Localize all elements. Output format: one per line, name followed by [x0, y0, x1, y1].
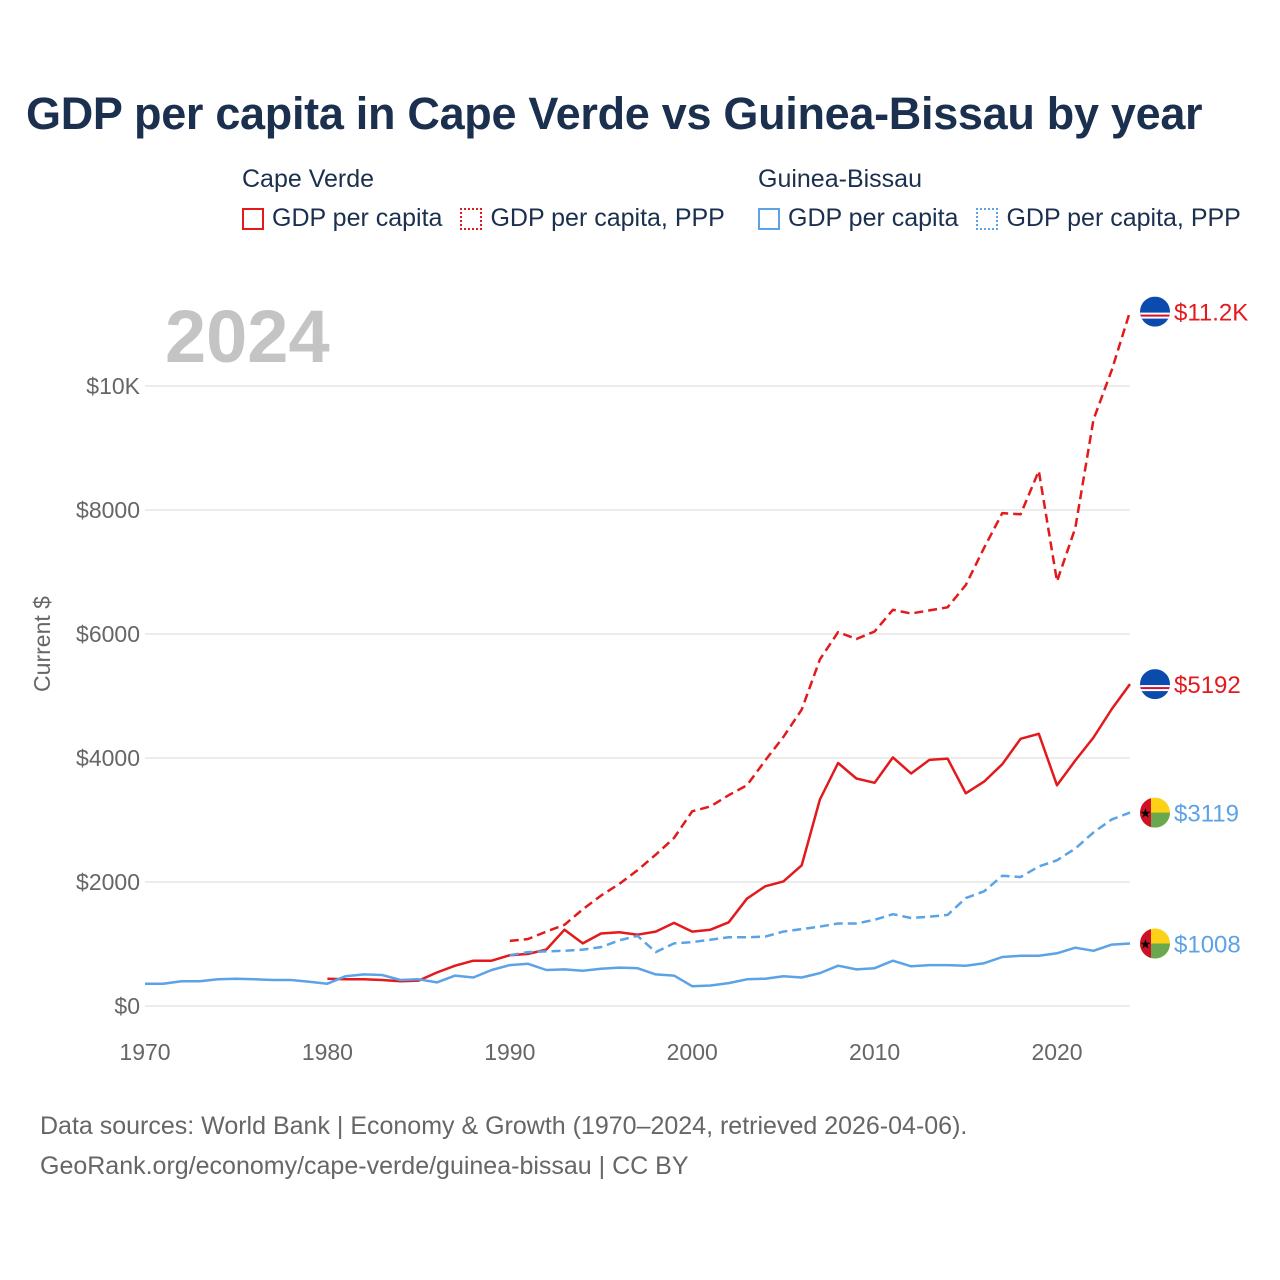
- y-tick-label: $8000: [76, 497, 140, 523]
- legend-swatch-solid-icon: [242, 207, 264, 230]
- y-tick-label: $2000: [76, 869, 140, 895]
- year-overlay: 2024: [165, 295, 330, 378]
- legend-label: GDP per capita, PPP: [490, 204, 725, 232]
- svg-text:★: ★: [1140, 806, 1152, 821]
- legend-group-guinea-bissau: Guinea-Bissau GDP per capita GDP per cap…: [758, 162, 1259, 233]
- end-label: $1008: [1174, 932, 1241, 959]
- legend-group-cape-verde: Cape Verde GDP per capita GDP per capita…: [242, 162, 743, 233]
- legend-group-name: Guinea-Bissau: [758, 165, 922, 193]
- series-line-3: [509, 811, 1131, 957]
- legend-item-cv-ppp[interactable]: GDP per capita, PPP: [460, 204, 725, 233]
- footer-link[interactable]: GeoRank.org/economy/cape-verde/guinea-bi…: [40, 1152, 689, 1180]
- y-tick-label: $10K: [86, 373, 140, 399]
- y-axis-label: Current $: [29, 596, 55, 692]
- y-tick-label: $0: [114, 993, 140, 1019]
- x-tick-label: 1990: [484, 1039, 535, 1065]
- guinea-bissau-flag-icon: ★: [1140, 928, 1170, 959]
- series-line-0: [327, 683, 1132, 983]
- legend-label: GDP per capita: [272, 204, 443, 232]
- legend-item-cv-gdp[interactable]: GDP per capita: [242, 204, 442, 233]
- chart-title: GDP per capita in Cape Verde vs Guinea-B…: [26, 88, 1203, 139]
- legend-swatch-dotted-icon: [976, 207, 999, 230]
- guinea-bissau-flag-icon: ★: [1140, 797, 1170, 828]
- x-tick-label: 2010: [849, 1039, 900, 1065]
- legend-item-gb-ppp[interactable]: GDP per capita, PPP: [976, 204, 1241, 233]
- cape-verde-flag-icon: [1140, 669, 1170, 700]
- x-tick-label: 1970: [119, 1039, 170, 1065]
- legend-label: GDP per capita, PPP: [1006, 204, 1241, 232]
- footer: Data sources: World Bank | Economy & Gro…: [40, 1106, 967, 1186]
- x-tick-label: 2020: [1031, 1039, 1082, 1065]
- end-label: $3119: [1174, 801, 1239, 828]
- legend-swatch-solid-icon: [758, 207, 780, 230]
- legend-item-gb-gdp[interactable]: GDP per capita: [758, 204, 958, 233]
- cape-verde-flag-icon: [1140, 296, 1170, 327]
- y-tick-label: $4000: [76, 745, 140, 771]
- series-line-1: [509, 311, 1132, 943]
- legend-label: GDP per capita: [788, 204, 959, 232]
- x-tick-label: 2000: [667, 1039, 718, 1065]
- y-tick-label: $6000: [76, 621, 140, 647]
- x-tick-label: 1980: [302, 1039, 353, 1065]
- svg-text:★: ★: [1140, 937, 1152, 952]
- series-line-2: [145, 942, 1131, 988]
- legend-group-name: Cape Verde: [242, 165, 375, 193]
- end-label: $11.2K: [1174, 300, 1248, 327]
- end-label: $5192: [1174, 672, 1241, 699]
- footer-sources: Data sources: World Bank | Economy & Gro…: [40, 1112, 968, 1140]
- legend-swatch-dotted-icon: [460, 207, 483, 230]
